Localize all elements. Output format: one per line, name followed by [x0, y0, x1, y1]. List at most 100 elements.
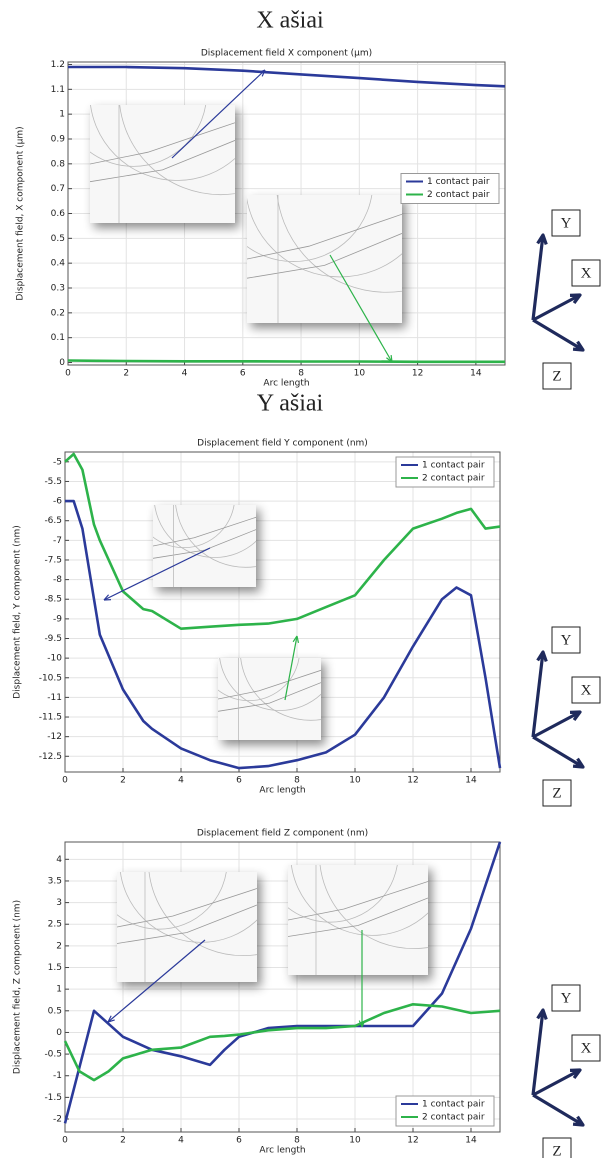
- y-tick-label: -12.5: [39, 752, 62, 762]
- y-tick-label: 3: [56, 898, 62, 908]
- chart: Displacement field Z component (nm) -2 -1.…: [13, 759, 601, 1158]
- section-title: X ašiai: [256, 8, 324, 34]
- y-tick-label: -8: [53, 575, 62, 585]
- y-tick-label: -0.5: [44, 1050, 62, 1060]
- series-line: [68, 361, 505, 362]
- triad-label: Y: [561, 632, 572, 648]
- x-tick-label: 0: [62, 1136, 68, 1146]
- y-tick-label: 3.5: [48, 876, 62, 886]
- triad-arrow: [533, 295, 580, 320]
- x-tick-label: 8: [294, 1136, 300, 1146]
- section-title: Y ašiai: [257, 391, 324, 417]
- chart-title: Displacement field X component (µm): [201, 49, 372, 59]
- inset-frame: [247, 195, 402, 323]
- y-tick-label: -11: [47, 693, 62, 703]
- y-tick-label: -5.5: [44, 477, 62, 487]
- inset-frame: [288, 865, 428, 975]
- y-tick-label: 0: [59, 358, 65, 368]
- y-tick-label: 1: [56, 985, 62, 995]
- chart-title: Displacement field Z component (nm): [197, 829, 368, 839]
- triad-label: Z: [552, 368, 561, 384]
- legend-label: 1 contact pair: [427, 177, 490, 187]
- chart-title: Displacement field Y component (nm): [197, 439, 368, 449]
- x-tick-label: 10: [349, 1136, 361, 1146]
- y-tick-label: -9.5: [44, 634, 62, 644]
- y-tick-label: -10.5: [39, 673, 62, 683]
- x-tick-label: 12: [407, 776, 418, 786]
- y-tick-label: -1.5: [44, 1093, 62, 1103]
- x-tick-label: 2: [120, 1136, 126, 1146]
- triad-label: X: [581, 1040, 592, 1056]
- legend-label: 2 contact pair: [422, 474, 485, 484]
- triad-arrow: [533, 1070, 580, 1095]
- triad-arrow: [533, 712, 580, 737]
- inset-frame: [218, 658, 321, 740]
- y-axis-label: Displacement field, X component (µm): [16, 126, 26, 300]
- triad-arrow: [533, 737, 583, 767]
- x-tick-label: 6: [240, 369, 246, 379]
- x-tick-label: 4: [178, 776, 184, 786]
- y-tick-label: -7.5: [44, 555, 62, 565]
- y-tick-label: 0: [56, 1028, 62, 1038]
- y-tick-label: 0.2: [51, 308, 65, 318]
- figure: X ašiai Displacement field X component (µ…: [0, 0, 603, 1158]
- y-tick-label: 0.3: [51, 284, 65, 294]
- triad-label: X: [581, 682, 592, 698]
- triad-arrow: [533, 1095, 583, 1125]
- triad-arrow: [533, 1010, 546, 1095]
- y-tick-label: 2.5: [48, 920, 62, 930]
- y-tick-label: 0.4: [51, 259, 66, 269]
- y-tick-label: -10: [47, 654, 62, 664]
- triad-arrow: [533, 652, 546, 737]
- x-tick-label: 6: [236, 776, 242, 786]
- y-tick-label: 0.1: [51, 333, 65, 343]
- y-tick-label: -6: [53, 497, 62, 507]
- x-tick-label: 12: [412, 369, 423, 379]
- inset-frame: [153, 505, 256, 587]
- x-tick-label: 14: [465, 1136, 477, 1146]
- inset-frame: [117, 872, 257, 982]
- triad-arrow: [533, 320, 583, 350]
- x-tick-label: 4: [178, 1136, 184, 1146]
- y-tick-label: -2: [53, 1115, 62, 1125]
- y-tick-label: -11.5: [39, 713, 62, 723]
- y-tick-label: 0.9: [51, 134, 66, 144]
- y-tick-label: 0.8: [51, 159, 66, 169]
- legend-label: 1 contact pair: [422, 1100, 485, 1110]
- y-tick-label: -1: [53, 1071, 62, 1081]
- x-tick-label: 14: [465, 776, 477, 786]
- y-tick-label: 1: [59, 110, 65, 120]
- y-axis-label: Displacement field, Y component (nm): [13, 525, 23, 699]
- x-tick-label: 4: [182, 369, 188, 379]
- y-tick-label: 0.7: [51, 184, 65, 194]
- triad-label: Y: [561, 215, 572, 231]
- triad-label: X: [581, 265, 592, 281]
- y-tick-label: -8.5: [44, 595, 62, 605]
- x-tick-label: 0: [62, 776, 68, 786]
- y-tick-label: -6.5: [44, 516, 62, 526]
- x-axis-label: Arc length: [259, 786, 305, 796]
- y-tick-label: -7: [53, 536, 62, 546]
- legend-label: 1 contact pair: [422, 461, 485, 471]
- x-tick-label: 2: [123, 369, 129, 379]
- legend-label: 2 contact pair: [422, 1113, 485, 1123]
- triad-arrow: [533, 235, 546, 320]
- triad-label: Y: [561, 990, 572, 1006]
- triad-label: Z: [552, 1143, 561, 1158]
- x-tick-label: 12: [407, 1136, 418, 1146]
- legend-label: 2 contact pair: [427, 190, 490, 200]
- y-tick-label: -9: [53, 614, 62, 624]
- x-tick-label: 2: [120, 776, 126, 786]
- triad-label: Z: [552, 785, 561, 801]
- x-tick-label: 0: [65, 369, 71, 379]
- y-tick-label: 0.5: [48, 1006, 62, 1016]
- inset-frame: [90, 105, 235, 223]
- y-tick-label: 1.2: [51, 60, 65, 70]
- y-axis-label: Displacement field, Z component (nm): [13, 900, 23, 1074]
- y-tick-label: 0.6: [51, 209, 66, 219]
- x-axis-label: Arc length: [259, 1146, 305, 1156]
- x-tick-label: 10: [354, 369, 366, 379]
- chart: X ašiai Displacement field X component (µ…: [16, 0, 601, 389]
- y-tick-label: -5: [53, 457, 62, 467]
- x-axis-label: Arc length: [263, 379, 309, 389]
